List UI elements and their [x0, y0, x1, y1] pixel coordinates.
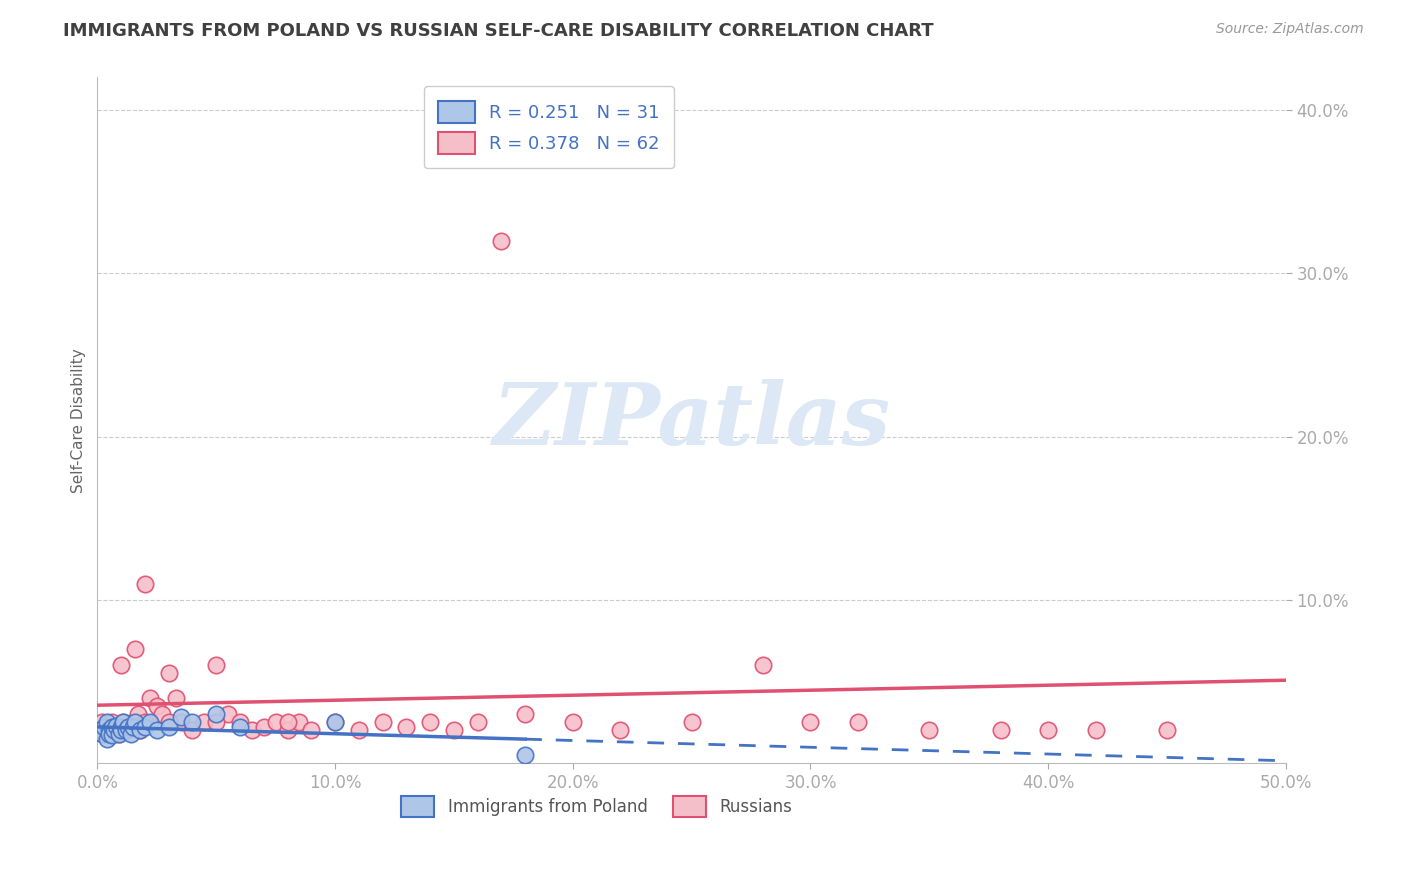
Point — [103, 720, 125, 734]
Point — [100, 727, 122, 741]
Y-axis label: Self-Care Disability: Self-Care Disability — [72, 348, 86, 492]
Point — [112, 715, 135, 730]
Point — [515, 707, 537, 722]
Point — [112, 715, 135, 730]
Point — [299, 723, 322, 738]
Point — [1084, 723, 1107, 738]
Point — [205, 707, 228, 722]
Point — [276, 723, 298, 738]
Point — [107, 727, 129, 741]
Point — [217, 707, 239, 722]
Point — [323, 715, 346, 730]
Point — [419, 715, 441, 730]
Point — [157, 720, 180, 734]
Point — [181, 715, 204, 730]
Point — [129, 723, 152, 738]
Point — [347, 723, 370, 738]
Point — [91, 715, 114, 730]
Point — [323, 715, 346, 730]
Point — [157, 715, 180, 730]
Point — [918, 723, 941, 738]
Point — [229, 720, 252, 734]
Point — [117, 720, 139, 734]
Point — [96, 720, 118, 734]
Point — [205, 715, 228, 730]
Point — [129, 723, 152, 738]
Point — [110, 720, 132, 734]
Point — [371, 715, 394, 730]
Point — [98, 723, 121, 738]
Point — [288, 715, 311, 730]
Point — [134, 576, 156, 591]
Point — [96, 731, 118, 746]
Legend: Immigrants from Poland, Russians: Immigrants from Poland, Russians — [394, 789, 799, 823]
Point — [127, 707, 149, 722]
Point — [93, 720, 115, 734]
Point — [122, 715, 145, 730]
Point — [276, 715, 298, 730]
Point — [122, 720, 145, 734]
Point — [107, 727, 129, 741]
Point — [124, 641, 146, 656]
Point — [138, 715, 160, 730]
Point — [799, 715, 821, 730]
Point — [150, 707, 173, 722]
Point — [253, 720, 276, 734]
Point — [100, 720, 122, 734]
Point — [752, 658, 775, 673]
Point — [229, 715, 252, 730]
Point — [98, 727, 121, 741]
Point — [115, 723, 138, 738]
Point — [561, 715, 583, 730]
Point — [96, 715, 118, 730]
Point — [1156, 723, 1178, 738]
Point — [846, 715, 869, 730]
Point — [93, 727, 115, 741]
Point — [157, 666, 180, 681]
Point — [105, 718, 128, 732]
Point — [443, 723, 465, 738]
Point — [491, 234, 513, 248]
Point — [134, 715, 156, 730]
Point — [146, 723, 169, 738]
Point — [681, 715, 703, 730]
Point — [165, 690, 187, 705]
Point — [1038, 723, 1060, 738]
Point — [98, 723, 121, 738]
Text: ZIPatlas: ZIPatlas — [492, 378, 890, 462]
Point — [181, 723, 204, 738]
Point — [193, 715, 215, 730]
Point — [110, 658, 132, 673]
Point — [105, 723, 128, 738]
Point — [609, 723, 631, 738]
Text: Source: ZipAtlas.com: Source: ZipAtlas.com — [1216, 22, 1364, 37]
Point — [120, 727, 142, 741]
Point — [89, 723, 111, 738]
Point — [103, 723, 125, 738]
Point — [491, 152, 513, 166]
Point — [205, 658, 228, 673]
Point — [124, 715, 146, 730]
Point — [264, 715, 287, 730]
Point — [115, 723, 138, 738]
Point — [515, 747, 537, 762]
Text: IMMIGRANTS FROM POLAND VS RUSSIAN SELF-CARE DISABILITY CORRELATION CHART: IMMIGRANTS FROM POLAND VS RUSSIAN SELF-C… — [63, 22, 934, 40]
Point — [990, 723, 1012, 738]
Point — [134, 720, 156, 734]
Point — [110, 723, 132, 738]
Point — [146, 698, 169, 713]
Point — [100, 728, 122, 742]
Point — [110, 720, 132, 734]
Point — [169, 715, 191, 730]
Point — [138, 690, 160, 705]
Point — [91, 727, 114, 741]
Point — [89, 723, 111, 738]
Point — [240, 723, 263, 738]
Point — [117, 720, 139, 734]
Point — [467, 715, 489, 730]
Point — [395, 720, 418, 734]
Point — [100, 715, 122, 730]
Point — [169, 710, 191, 724]
